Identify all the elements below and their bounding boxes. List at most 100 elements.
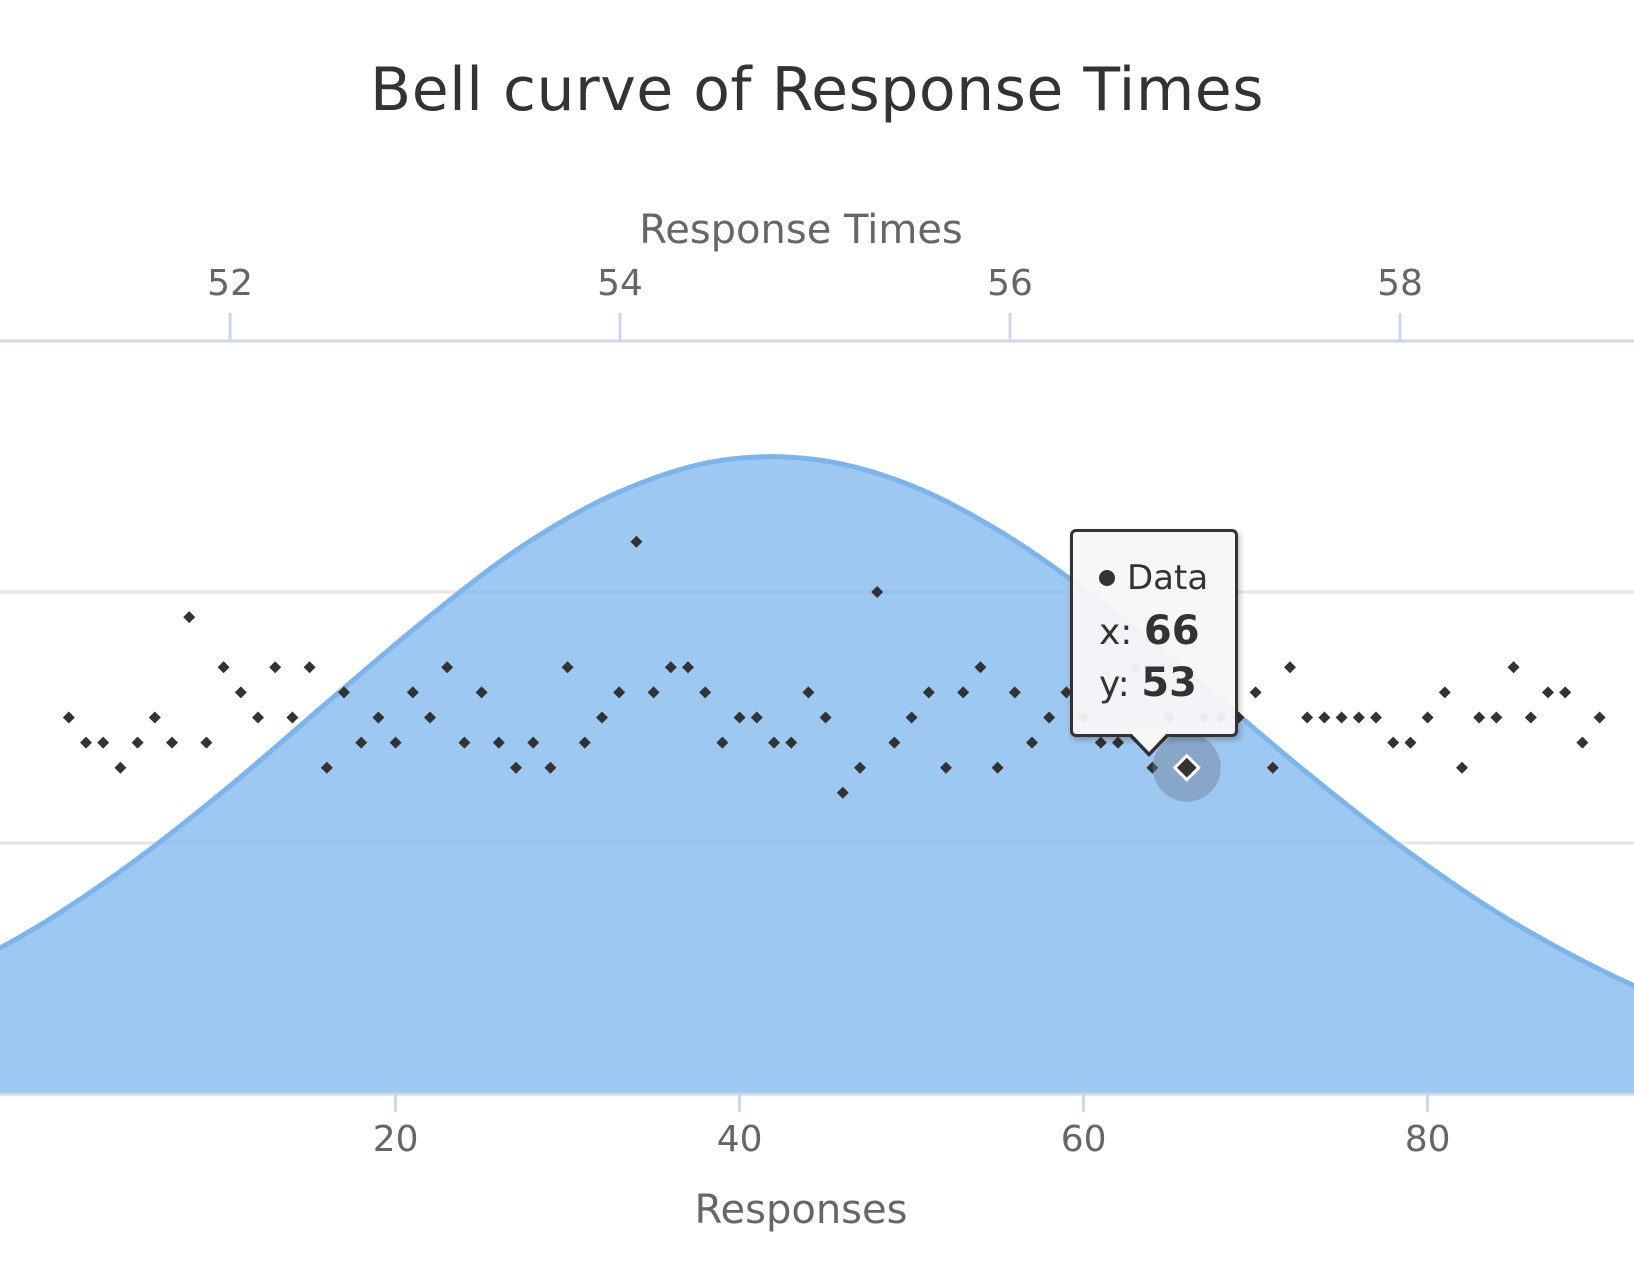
data-point[interactable] bbox=[1008, 686, 1021, 699]
data-point[interactable] bbox=[664, 661, 677, 674]
axes: 52 54 56 58 20 40 60 80 bbox=[0, 263, 1634, 1160]
data-point[interactable] bbox=[699, 686, 712, 699]
data-point[interactable] bbox=[647, 686, 660, 699]
data-point[interactable] bbox=[613, 686, 626, 699]
data-point[interactable] bbox=[1026, 736, 1038, 749]
data-point[interactable] bbox=[441, 661, 454, 674]
data-point[interactable] bbox=[802, 686, 815, 699]
data-point[interactable] bbox=[819, 711, 832, 724]
tooltip-x-label: x: bbox=[1099, 612, 1133, 653]
data-point[interactable] bbox=[940, 761, 952, 774]
data-point[interactable] bbox=[183, 611, 196, 624]
data-point[interactable] bbox=[1060, 686, 1073, 699]
data-point[interactable] bbox=[1593, 711, 1606, 724]
data-point[interactable] bbox=[1507, 661, 1520, 674]
x-axis-top-tick-label: 56 bbox=[987, 263, 1033, 304]
data-point[interactable] bbox=[905, 711, 918, 724]
data-point[interactable] bbox=[303, 661, 316, 674]
data-point[interactable] bbox=[854, 761, 866, 774]
data-point[interactable] bbox=[974, 661, 987, 674]
data-point[interactable] bbox=[355, 736, 368, 749]
data-point[interactable] bbox=[406, 686, 419, 699]
data-point[interactable] bbox=[131, 736, 144, 749]
data-point[interactable] bbox=[62, 711, 75, 724]
data-point[interactable] bbox=[286, 711, 299, 724]
data-point[interactable] bbox=[1456, 761, 1468, 774]
data-point[interactable] bbox=[1473, 711, 1486, 724]
data-point[interactable] bbox=[389, 736, 402, 749]
data-point[interactable] bbox=[1266, 761, 1279, 774]
data-point[interactable] bbox=[492, 736, 505, 749]
data-point[interactable] bbox=[1438, 686, 1451, 699]
data-point[interactable] bbox=[252, 711, 264, 724]
data-point[interactable] bbox=[1112, 736, 1124, 749]
data-point[interactable] bbox=[1404, 736, 1417, 749]
data-point[interactable] bbox=[1542, 686, 1554, 699]
data-point[interactable] bbox=[114, 761, 127, 774]
data-point[interactable] bbox=[1043, 711, 1056, 724]
data-point[interactable] bbox=[372, 711, 385, 724]
x-axis-bottom-tick-label: 80 bbox=[1405, 1119, 1451, 1160]
x-axis-top-tick-label: 58 bbox=[1377, 263, 1423, 304]
tooltip: Data x: 66 y: 53 bbox=[1070, 529, 1238, 737]
data-point[interactable] bbox=[768, 736, 780, 749]
data-point[interactable] bbox=[630, 535, 643, 548]
data-point[interactable] bbox=[716, 736, 729, 749]
data-point[interactable] bbox=[458, 736, 471, 749]
bell-curve-series[interactable] bbox=[0, 454, 1634, 1094]
data-point[interactable] bbox=[97, 736, 110, 749]
data-point[interactable] bbox=[682, 661, 694, 674]
data-point[interactable] bbox=[1094, 736, 1107, 749]
data-point[interactable] bbox=[1387, 736, 1400, 749]
bell-curve-area[interactable] bbox=[0, 456, 1634, 1094]
data-point[interactable] bbox=[475, 686, 488, 699]
data-point[interactable] bbox=[338, 686, 350, 699]
x-axis-bottom-tick-label: 40 bbox=[717, 1119, 763, 1160]
data-point[interactable] bbox=[1249, 686, 1262, 699]
data-point[interactable] bbox=[578, 736, 591, 749]
tooltip-series-name: Data bbox=[1127, 558, 1209, 598]
data-point[interactable] bbox=[1284, 661, 1296, 674]
data-point[interactable] bbox=[544, 761, 557, 774]
data-point[interactable] bbox=[527, 736, 540, 749]
hover-point bbox=[1172, 753, 1201, 782]
bell-curve-line[interactable] bbox=[0, 454, 1634, 1076]
x-axis-top-tick-label: 52 bbox=[207, 263, 253, 304]
data-point[interactable] bbox=[424, 711, 436, 724]
data-point[interactable] bbox=[148, 711, 161, 724]
data-point[interactable] bbox=[750, 711, 763, 724]
data-point[interactable] bbox=[561, 661, 574, 674]
data-point[interactable] bbox=[1524, 711, 1537, 724]
data-point[interactable] bbox=[200, 736, 213, 749]
data-point[interactable] bbox=[596, 711, 608, 724]
data-point[interactable] bbox=[836, 786, 849, 799]
data-point[interactable] bbox=[166, 736, 178, 749]
data-point[interactable] bbox=[1559, 686, 1572, 699]
x-axis-top-title: Response Times bbox=[639, 207, 963, 253]
data-point[interactable] bbox=[1490, 711, 1503, 724]
data-point[interactable] bbox=[80, 736, 92, 749]
data-point[interactable] bbox=[269, 661, 282, 674]
data-point[interactable] bbox=[871, 586, 884, 598]
data-point[interactable] bbox=[510, 761, 522, 774]
data-point[interactable] bbox=[1576, 736, 1589, 749]
data-point[interactable] bbox=[1335, 711, 1348, 724]
data-point[interactable] bbox=[922, 686, 935, 699]
data-point[interactable] bbox=[733, 711, 746, 724]
data-point[interactable] bbox=[1352, 711, 1365, 724]
data-point[interactable] bbox=[1370, 711, 1382, 724]
x-axis-top-tick-label: 54 bbox=[597, 263, 643, 304]
data-point[interactable] bbox=[888, 736, 901, 749]
data-point[interactable] bbox=[234, 686, 247, 699]
x-axis-bottom-tick-label: 20 bbox=[373, 1119, 419, 1160]
data-point[interactable] bbox=[1421, 711, 1434, 724]
data-point[interactable] bbox=[785, 736, 798, 749]
data-point[interactable] bbox=[957, 686, 970, 699]
data-point[interactable] bbox=[320, 761, 333, 774]
data-point[interactable] bbox=[991, 761, 1004, 774]
data-point[interactable] bbox=[217, 661, 230, 674]
data-point[interactable] bbox=[1318, 711, 1331, 724]
data-point[interactable] bbox=[1301, 711, 1314, 724]
data-point[interactable] bbox=[1146, 761, 1159, 774]
